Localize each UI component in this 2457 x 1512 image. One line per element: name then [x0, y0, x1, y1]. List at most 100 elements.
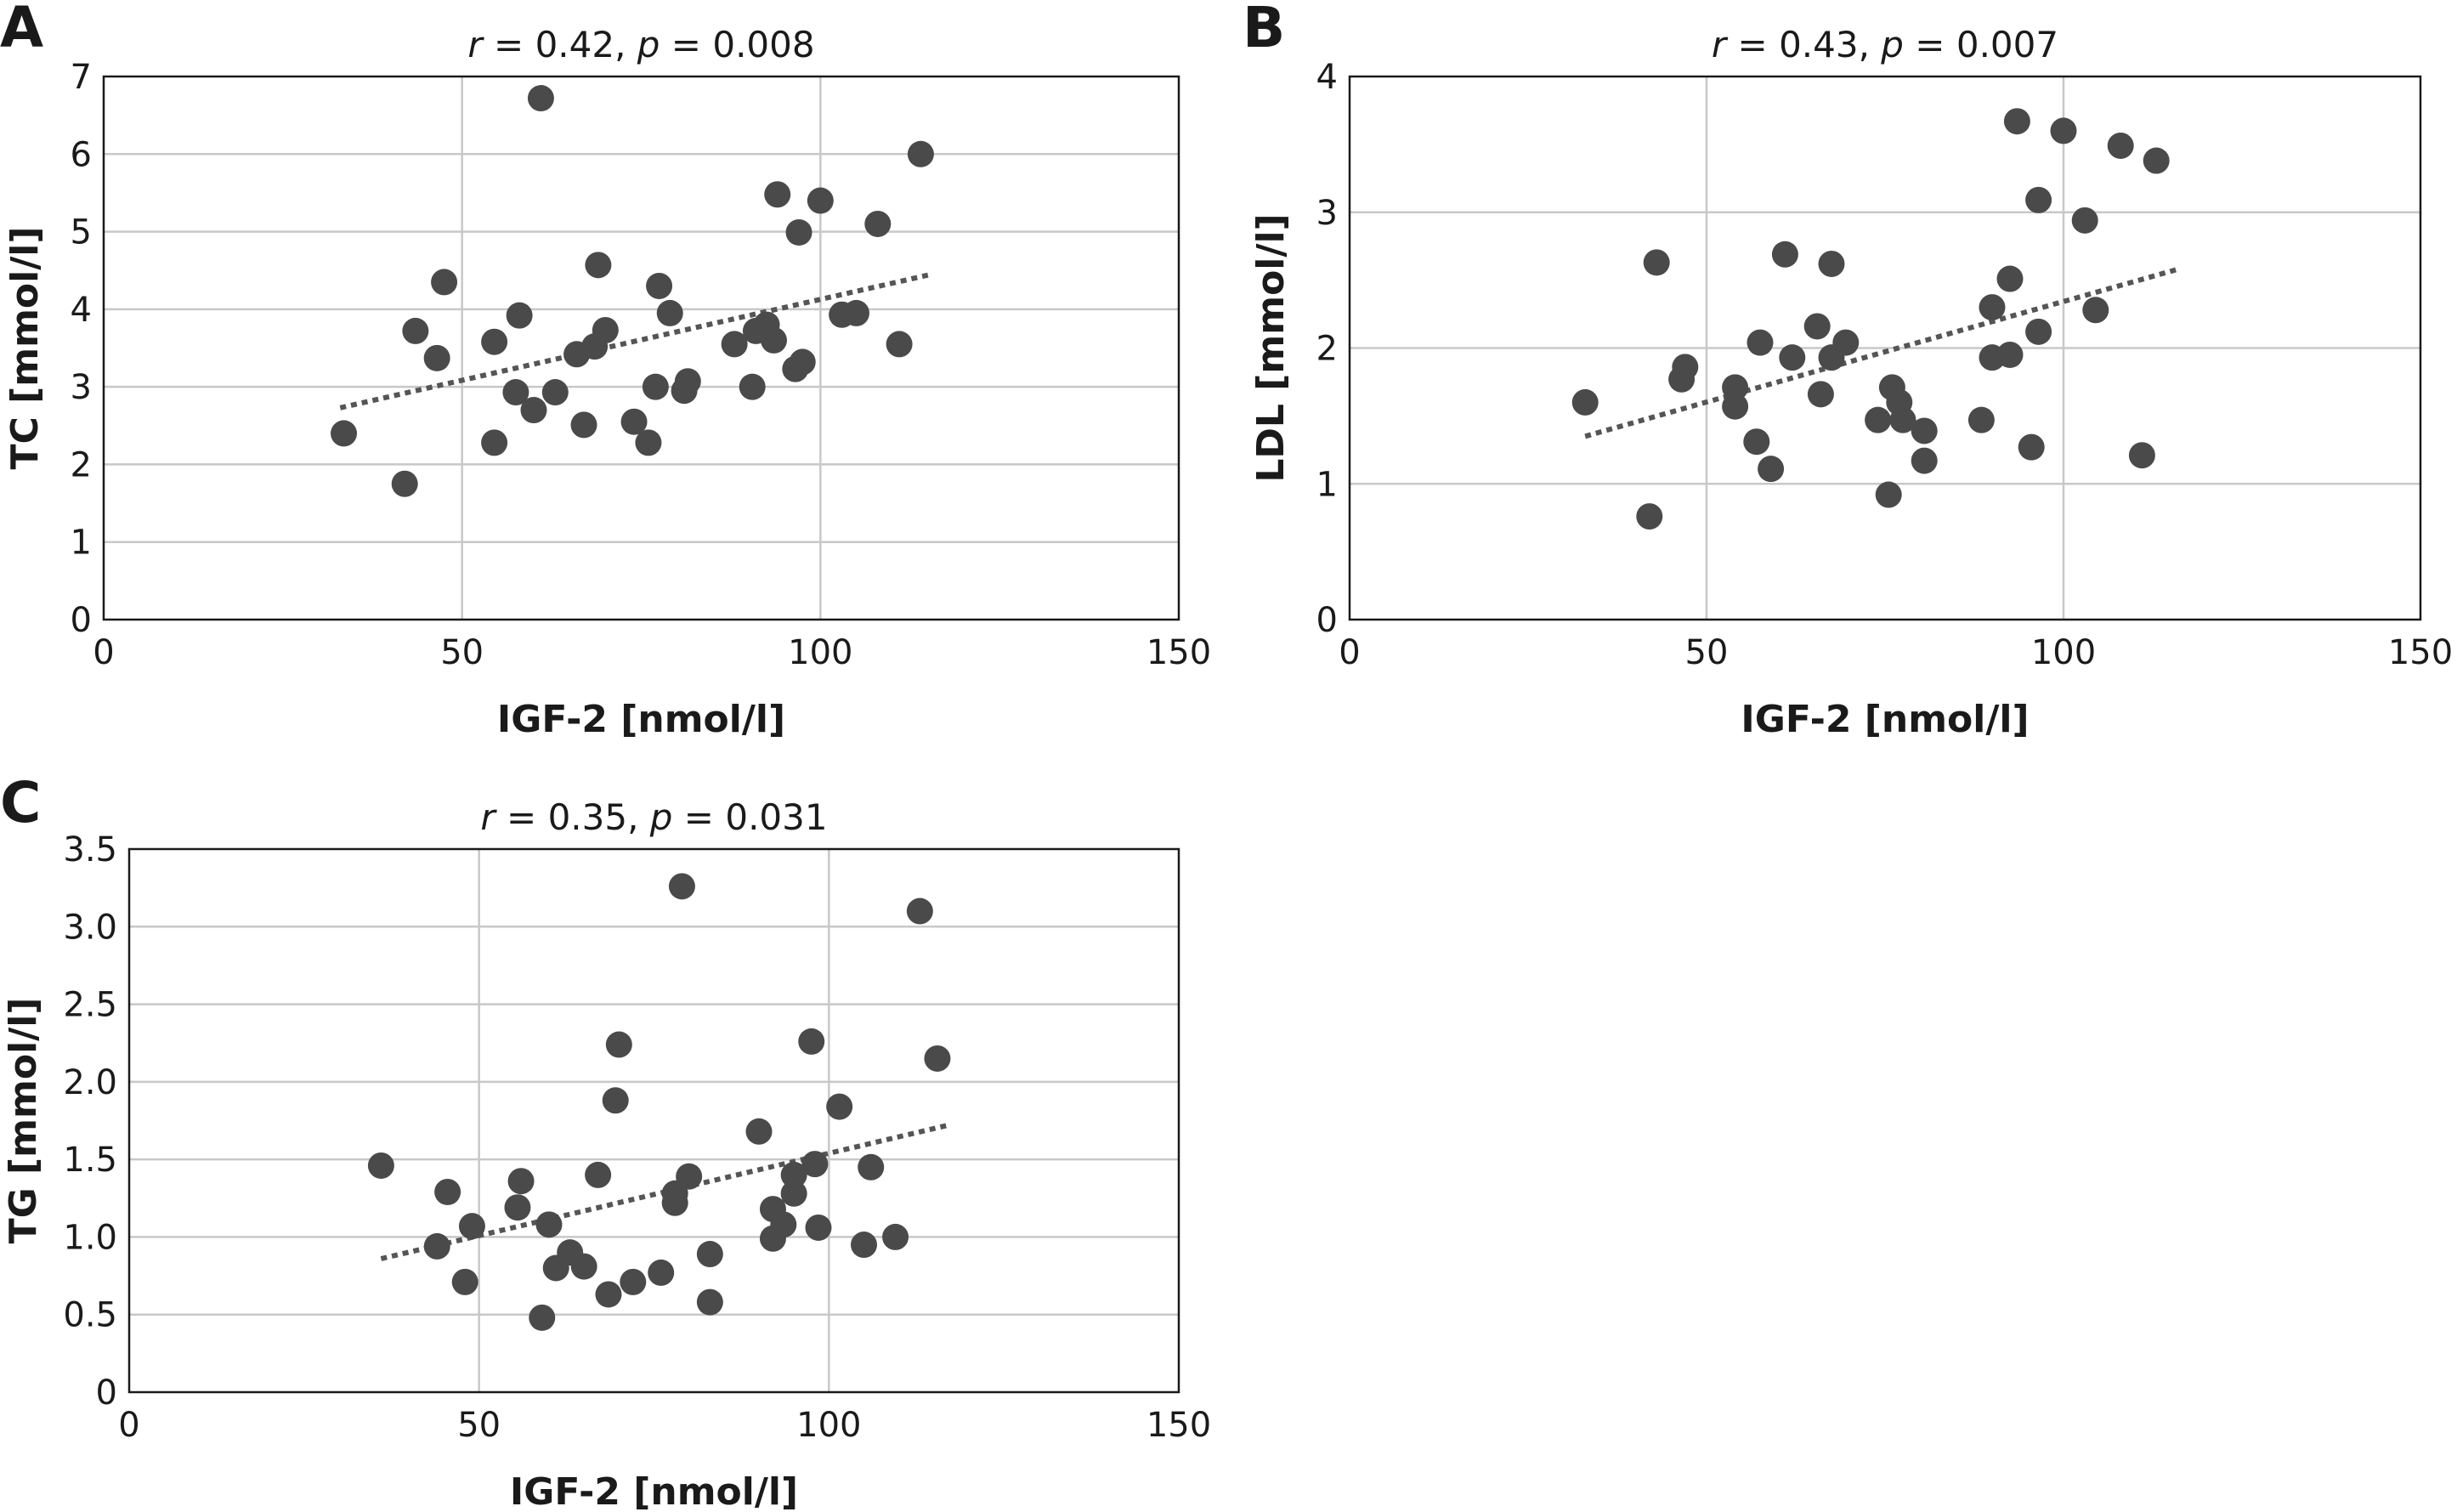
data-point	[1875, 481, 1902, 508]
data-point	[674, 368, 701, 395]
data-point	[570, 411, 597, 439]
correlation-stat: r = 0.35, p = 0.031	[480, 796, 827, 838]
x-tick-label: 100	[2031, 633, 2096, 672]
data-point	[798, 1028, 825, 1055]
data-point	[1996, 341, 2024, 368]
data-point	[696, 1288, 723, 1316]
data-point	[451, 1268, 478, 1295]
y-tick-label: 0.5	[63, 1296, 117, 1335]
y-axis-title: TC [mmol/l]	[3, 227, 47, 470]
data-point	[481, 429, 508, 456]
data-point	[745, 1118, 773, 1145]
panel-letter: C	[0, 770, 41, 835]
data-point	[423, 1232, 450, 1260]
data-point	[864, 210, 892, 237]
plot-frame	[127, 847, 1180, 1394]
data-point	[620, 408, 648, 435]
data-point	[2128, 442, 2155, 469]
y-axis-title: LDL [mmol/l]	[1249, 213, 1293, 482]
data-point	[785, 218, 812, 246]
data-point	[1832, 329, 1860, 356]
data-point	[458, 1213, 485, 1240]
y-tick-label: 1.5	[63, 1141, 117, 1180]
plot-frame	[1348, 75, 2422, 621]
data-point	[2050, 117, 2077, 144]
data-point	[502, 379, 529, 406]
data-point	[1818, 250, 1845, 277]
x-tick-label: 150	[2388, 633, 2453, 672]
data-point	[1722, 393, 1749, 420]
data-point	[882, 1223, 909, 1250]
data-point	[620, 1268, 647, 1295]
data-point	[1636, 503, 1663, 530]
data-point	[1911, 447, 1938, 474]
data-point	[602, 1087, 629, 1114]
panel-letter: A	[0, 0, 43, 60]
data-point	[506, 302, 533, 329]
data-point	[367, 1152, 394, 1179]
data-point	[906, 898, 933, 925]
x-tick-label: 100	[796, 1406, 861, 1445]
data-point	[646, 272, 673, 299]
data-point	[1643, 249, 1670, 276]
x-tick-label: 150	[1146, 1406, 1211, 1445]
panel-b: 0 50 100 150 0 1 2 3 4 IGF-2 [nmol/l] LDL [mmol/l]…	[1243, 0, 2453, 741]
data-point	[1967, 406, 1995, 433]
data-point	[1807, 381, 1834, 408]
x-tick-label: 0	[118, 1406, 139, 1445]
x-tick-label: 50	[440, 633, 484, 672]
data-point	[431, 269, 458, 296]
data-point	[2143, 147, 2170, 174]
data-point	[2025, 318, 2052, 345]
panel-letter: B	[1243, 0, 1285, 60]
data-point	[541, 379, 569, 406]
y-tick-label: 7	[71, 58, 92, 97]
data-point	[1996, 265, 2024, 292]
data-point	[605, 1031, 632, 1058]
panel-c: 0 50 100 150 0 0.5 1.0 1.5 2.0 2.5 3.0 3.5 IGF-2 [nm…	[0, 770, 1211, 1512]
data-point	[886, 331, 913, 358]
data-point	[331, 420, 358, 447]
data-point	[570, 1253, 597, 1280]
x-tick-label: 50	[1685, 633, 1729, 672]
data-point	[668, 873, 695, 900]
correlation-stat: r = 0.42, p = 0.008	[467, 24, 814, 65]
x-tick-label: 50	[457, 1406, 501, 1445]
data-point	[520, 397, 547, 424]
data-point	[1771, 241, 1798, 268]
data-point	[2082, 297, 2109, 324]
data-point	[1672, 354, 1699, 381]
x-tick-label: 0	[93, 633, 114, 672]
data-point	[858, 1153, 885, 1181]
data-point	[826, 1093, 853, 1120]
data-point	[907, 140, 934, 167]
data-point	[391, 470, 418, 497]
data-point	[780, 1180, 807, 1207]
data-point	[924, 1045, 951, 1072]
data-point	[764, 181, 791, 208]
y-tick-label: 1	[1316, 465, 1338, 504]
x-axis-title: IGF-2 [nmol/l]	[510, 1470, 798, 1512]
data-point	[1979, 294, 2006, 321]
y-tick-label: 0	[96, 1373, 117, 1413]
y-tick-label: 3.0	[63, 908, 117, 947]
y-tick-label: 0	[1316, 601, 1338, 640]
trend-line	[339, 272, 929, 411]
data-point	[1889, 406, 1916, 433]
panel-a: 0 50 100 150 0 1 2 3 4 5 6 7 IGF-2 [nmol/l] TC [mmol/…	[0, 0, 1211, 741]
plot-frame	[102, 75, 1180, 621]
y-tick-label: 3.5	[63, 830, 117, 869]
data-point	[805, 1214, 832, 1241]
y-tick-label: 3	[71, 368, 92, 407]
data-point	[535, 1211, 563, 1238]
data-point	[642, 373, 669, 400]
data-point	[423, 344, 450, 371]
data-point	[402, 317, 429, 344]
x-tick-label: 150	[1146, 633, 1211, 672]
data-point	[843, 299, 869, 326]
data-point	[770, 1211, 797, 1238]
data-point	[801, 1151, 829, 1178]
data-point	[2107, 132, 2134, 159]
data-point	[507, 1168, 535, 1195]
